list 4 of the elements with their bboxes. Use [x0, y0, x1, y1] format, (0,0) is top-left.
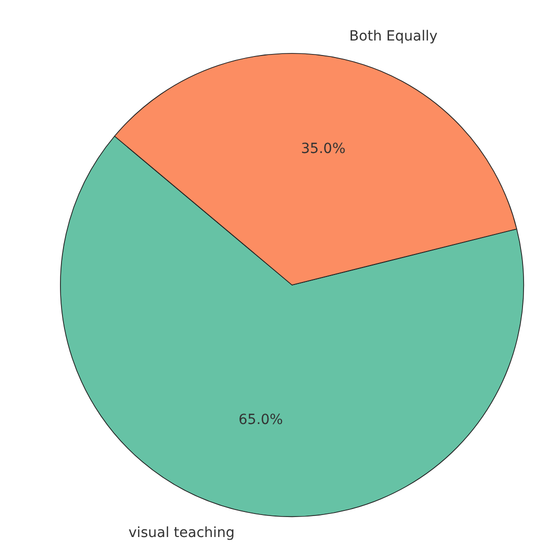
- data-label: 65.0%: [238, 412, 283, 428]
- slice-label: Both Equally: [349, 28, 438, 44]
- data-label: 35.0%: [301, 141, 346, 158]
- slice-label: visual teaching: [128, 524, 235, 541]
